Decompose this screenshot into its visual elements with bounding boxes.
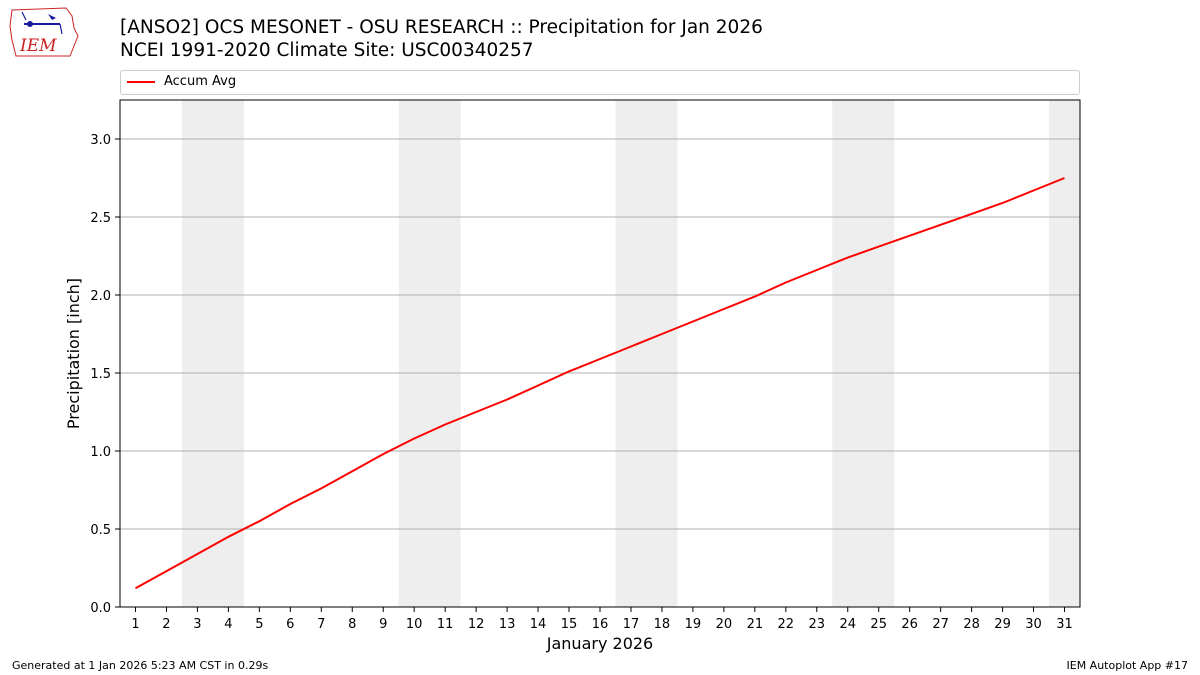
x-tick-label: 17 [623, 617, 640, 632]
x-tick-label: 4 [224, 617, 232, 632]
x-tick-label: 23 [809, 617, 826, 632]
y-tick-label: 2.0 [90, 289, 111, 304]
x-tick-label: 29 [994, 617, 1011, 632]
plot-frame [119, 99, 1081, 608]
x-tick-label: 20 [716, 617, 733, 632]
weekend-shade [1049, 100, 1080, 607]
x-tick-label: 11 [437, 617, 454, 632]
iem-logo-graphic: IEM [9, 7, 79, 57]
x-tick-label: 21 [747, 617, 764, 632]
x-tick-label: 12 [468, 617, 485, 632]
line-points [135, 177, 1065, 589]
x-tick-label: 6 [286, 617, 294, 632]
x-axis-label: January 2026 [546, 634, 653, 653]
legend-swatch [127, 81, 155, 83]
x-tick-label: 2 [162, 617, 170, 632]
x-tick-label: 15 [561, 617, 578, 632]
precipitation-chart: 0.00.51.01.52.02.53.0 1 2 3 4 5 6 7 8 9 10 11 12 13 1… [64, 99, 1081, 653]
x-tick-label: 14 [530, 617, 547, 632]
weekend-shade [832, 100, 864, 607]
generated-note: Generated at 1 Jan 2026 5:23 AM CST in 0… [12, 659, 269, 672]
chart-title: [ANSO2] OCS MESONET - OSU RESEARCH :: Pr… [120, 17, 763, 38]
chart-subtitle: NCEI 1991-2020 Climate Site: USC00340257 [120, 40, 534, 61]
x-tick-label: 18 [654, 617, 671, 632]
x-tick-label: 22 [778, 617, 795, 632]
iowa-outline [9, 7, 79, 57]
x-tick-label: 27 [932, 617, 949, 632]
y-axis: 0.0 0.5 1.0 1.5 2.0 2.5 3.0 [90, 133, 120, 616]
app-note: IEM Autoplot App #17 [1066, 659, 1189, 672]
logo-post [59, 23, 63, 35]
x-tick-label: 19 [685, 617, 702, 632]
x-tick-label: 13 [499, 617, 516, 632]
x-tick-label: 8 [348, 617, 356, 632]
weekend-shading [181, 100, 1080, 607]
y-tick-label: 3.0 [90, 133, 111, 148]
chart-legend: Accum Avg [120, 70, 1080, 95]
y-tick-label: 0.0 [90, 601, 111, 616]
x-tick-label: 31 [1056, 617, 1073, 632]
weekend-shade [615, 100, 647, 607]
x-tick-label: 25 [870, 617, 887, 632]
x-tick-label: 24 [839, 617, 856, 632]
accum-avg-line [135, 177, 1065, 590]
x-tick-label: 9 [379, 617, 387, 632]
iem-logo: IEM [8, 6, 80, 60]
x-tick-label: 16 [592, 617, 609, 632]
weekend-shade [429, 100, 461, 607]
y-tick-label: 1.0 [90, 445, 111, 460]
weekend-shade [646, 100, 678, 607]
x-tick-label: 5 [255, 617, 263, 632]
x-tick-label: 10 [406, 617, 423, 632]
logo-vane [48, 14, 56, 20]
legend-label: Accum Avg [164, 74, 237, 89]
logo-dot [27, 21, 33, 27]
weekend-shade [212, 100, 244, 607]
gridlines [120, 138, 1080, 530]
x-tick-label: 28 [963, 617, 980, 632]
logo-text: IEM [19, 36, 57, 56]
x-axis: 1 2 3 4 5 6 7 8 9 10 11 12 13 14 15 16 17 18 19 20 21 22 23 24 2… [131, 607, 1073, 632]
x-tick-label: 26 [901, 617, 918, 632]
y-tick-label: 2.5 [90, 211, 111, 226]
weekend-shade [181, 100, 213, 607]
y-tick-label: 0.5 [90, 523, 111, 538]
y-tick-label: 1.5 [90, 367, 111, 382]
weekend-shade [863, 100, 895, 607]
x-tick-label: 3 [193, 617, 201, 632]
y-axis-label: Precipitation [inch] [64, 278, 83, 429]
weekend-shade [398, 100, 430, 607]
logo-wind [21, 11, 27, 21]
x-tick-label: 1 [131, 617, 139, 632]
x-tick-label: 7 [317, 617, 325, 632]
x-tick-label: 30 [1025, 617, 1042, 632]
